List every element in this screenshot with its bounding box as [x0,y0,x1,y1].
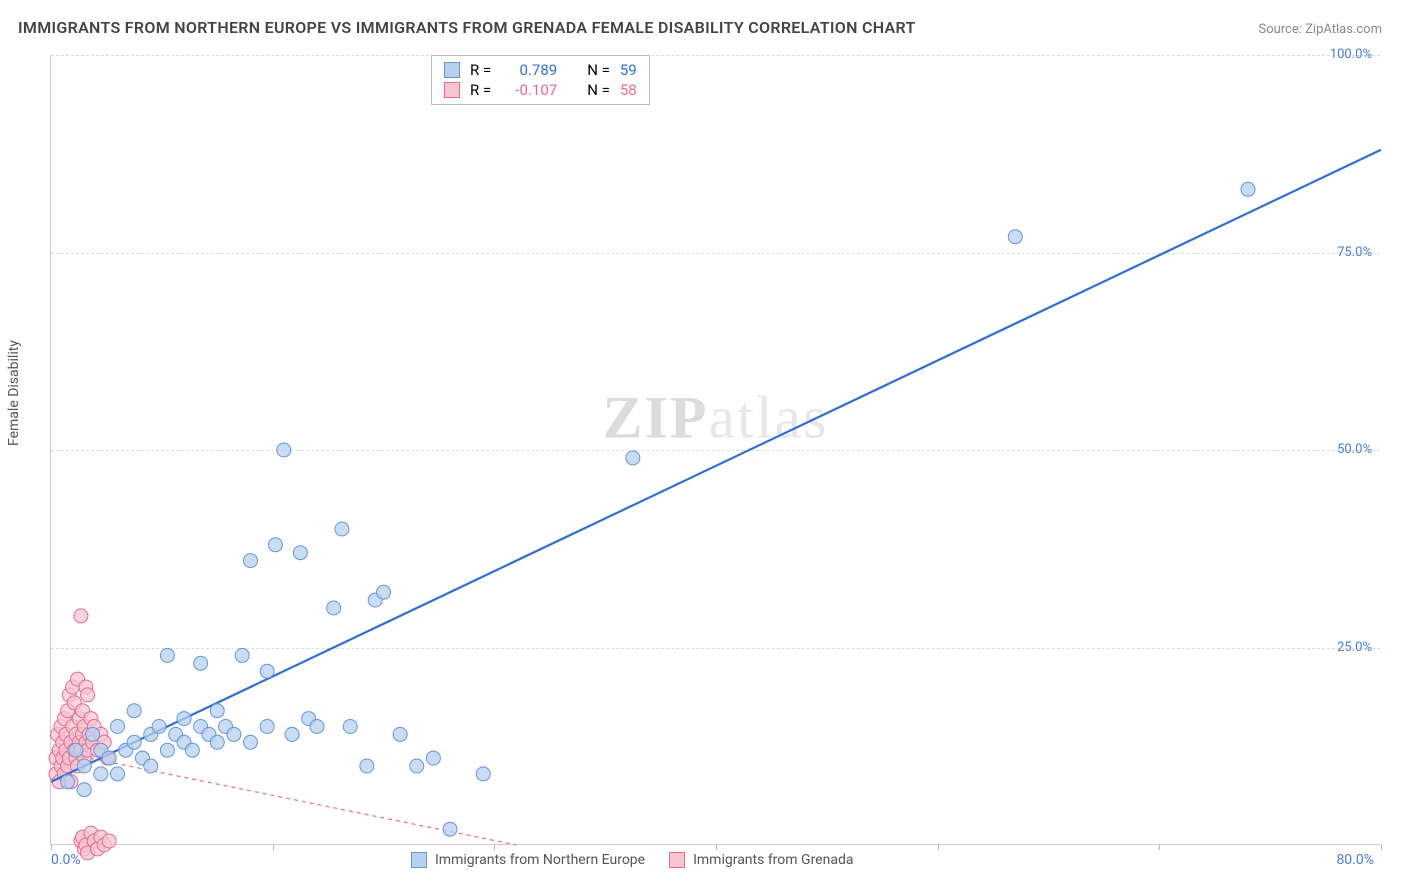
source-prefix: Source: [1258,22,1305,37]
source-link[interactable]: ZipAtlas.com [1305,22,1382,37]
n-value-1: 59 [620,61,637,79]
r-value-1: 0.789 [501,61,557,79]
y-axis-title: Female Disability [6,340,22,446]
scatter-svg [51,55,1380,844]
n-value-2: 58 [620,81,637,99]
legend-item-1: Immigrants from Northern Europe [411,852,645,868]
legend-swatch-2 [669,852,685,868]
swatch-series-2 [444,82,460,98]
correlation-row-1: R = 0.789 N = 59 [444,60,637,80]
r-label: R = [470,81,491,99]
plot-area: ZIPatlas 25.0%50.0%75.0%100.0% 0.0% 80.0… [50,55,1380,845]
r-label: R = [470,61,491,79]
r-value-2: -0.107 [501,81,557,99]
correlation-row-2: R = -0.107 N = 58 [444,80,637,100]
series-legend: Immigrants from Northern Europe Immigran… [411,852,853,868]
legend-item-2: Immigrants from Grenada [669,852,853,868]
legend-label-2: Immigrants from Grenada [693,852,853,868]
x-axis-min-label: 0.0% [51,852,81,868]
chart-title: IMMIGRANTS FROM NORTHERN EUROPE VS IMMIG… [18,18,916,37]
legend-label-1: Immigrants from Northern Europe [435,852,645,868]
source-label: Source: ZipAtlas.com [1258,22,1382,37]
correlation-legend: R = 0.789 N = 59 R = -0.107 N = 58 [431,55,650,105]
n-label: N = [587,81,610,99]
swatch-series-1 [444,62,460,78]
n-label: N = [587,61,610,79]
x-axis-max-label: 80.0% [1336,852,1374,868]
legend-swatch-1 [411,852,427,868]
